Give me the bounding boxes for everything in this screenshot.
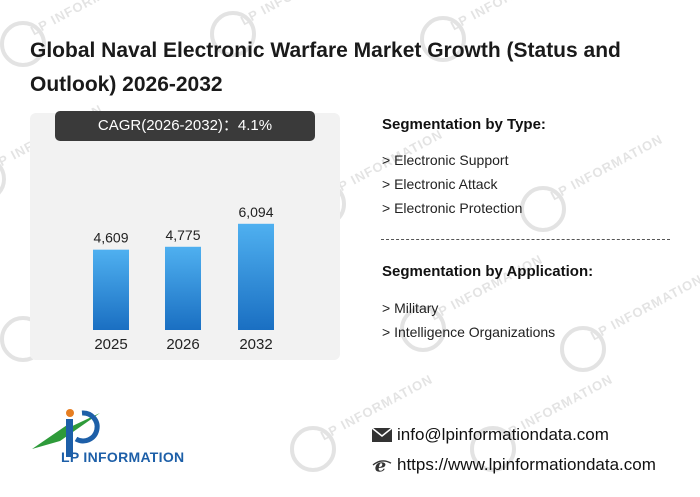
segmentation-type-heading: Segmentation by Type:: [382, 116, 546, 133]
email-text[interactable]: info@lpinformationdata.com: [397, 425, 609, 445]
bar-2032: [238, 224, 274, 330]
svg-text:e: e: [375, 456, 386, 474]
section-divider: [381, 239, 670, 240]
contact-email[interactable]: info@lpinformationdata.com: [371, 425, 609, 445]
browser-e-icon: e: [371, 456, 393, 474]
contact-website[interactable]: e https://www.lpinformationdata.com: [371, 455, 656, 475]
value-label: 4,609: [93, 230, 128, 246]
watermark: LP INFORMATION: [560, 320, 690, 390]
value-label: 4,775: [165, 227, 200, 243]
bar-2025: [93, 250, 129, 330]
segmentation-type-item: > Electronic Support: [382, 152, 508, 168]
segmentation-application-item: > Military: [382, 300, 438, 316]
website-text[interactable]: https://www.lpinformationdata.com: [397, 455, 656, 475]
category-label: 2026: [166, 336, 199, 353]
segmentation-application-heading: Segmentation by Application:: [382, 263, 593, 280]
mail-icon: [371, 426, 393, 444]
logo-text: LP INFORMATION: [61, 449, 184, 465]
page-title: Global Naval Electronic Warfare Market G…: [30, 34, 670, 102]
category-label: 2032: [239, 336, 272, 353]
bar-chart: 4,609 2025 4,775 2026 6,094 2032: [30, 113, 340, 360]
bar-2026: [165, 247, 201, 330]
cagr-badge: CAGR(2026-2032)：4.1%: [55, 111, 315, 141]
segmentation-type-item: > Electronic Protection: [382, 200, 522, 216]
value-label: 6,094: [238, 204, 273, 220]
category-label: 2025: [94, 336, 127, 353]
segmentation-type-item: > Electronic Attack: [382, 176, 498, 192]
segmentation-application-item: > Intelligence Organizations: [382, 324, 555, 340]
